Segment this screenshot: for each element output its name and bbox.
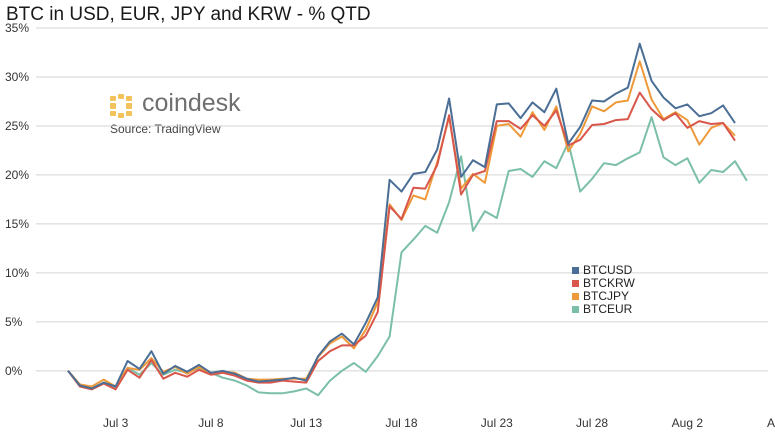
legend-swatch <box>572 280 579 287</box>
y-tick-label: 25% <box>5 119 29 133</box>
x-tick-label: Jul 18 <box>385 416 417 430</box>
series-line-btcjpy <box>67 60 736 388</box>
y-tick-label: 35% <box>5 21 29 35</box>
brand-name: coindesk <box>142 89 241 117</box>
coindesk-logo: coindesk <box>108 89 241 125</box>
y-tick-label: 10% <box>5 266 29 280</box>
series-line-btcusd <box>67 42 736 390</box>
y-tick-label: 15% <box>5 217 29 231</box>
x-tick-label: Jul 8 <box>198 416 224 430</box>
y-axis: 0% 5% 10% 15% 20% 25% 30% 35% <box>5 21 29 378</box>
x-axis: Jul 3 Jul 8 Jul 13 Jul 18 Jul 23 Jul 28 Aug 2 A… <box>103 416 775 430</box>
legend-label: BTCEUR <box>583 302 633 316</box>
x-tick-label: Jul 23 <box>481 416 513 430</box>
x-tick-label: Aug 2 <box>672 416 704 430</box>
x-tick-label: Jul 13 <box>290 416 322 430</box>
legend-swatch <box>572 293 579 300</box>
grid <box>36 27 768 372</box>
coindesk-logo-icon <box>110 94 132 118</box>
y-tick-label: 30% <box>5 70 29 84</box>
legend-swatch <box>572 267 579 274</box>
series-lines <box>67 42 748 397</box>
y-tick-label: 20% <box>5 168 29 182</box>
y-tick-label: 0% <box>5 364 23 378</box>
series-line-btckrw <box>67 91 736 391</box>
series-line-btceur <box>67 116 748 397</box>
x-tick-label: Jul 3 <box>103 416 129 430</box>
x-tick-label: Aug 7 <box>767 416 775 430</box>
legend-label: BTCUSD <box>583 263 633 277</box>
legend-swatch <box>572 306 579 313</box>
x-tick-label: Jul 28 <box>576 416 608 430</box>
y-tick-label: 5% <box>5 315 23 329</box>
legend-label: BTCJPY <box>583 289 629 303</box>
legend-label: BTCKRW <box>583 276 635 290</box>
chart-title: BTC in USD, EUR, JPY and KRW - % QTD <box>6 4 371 25</box>
